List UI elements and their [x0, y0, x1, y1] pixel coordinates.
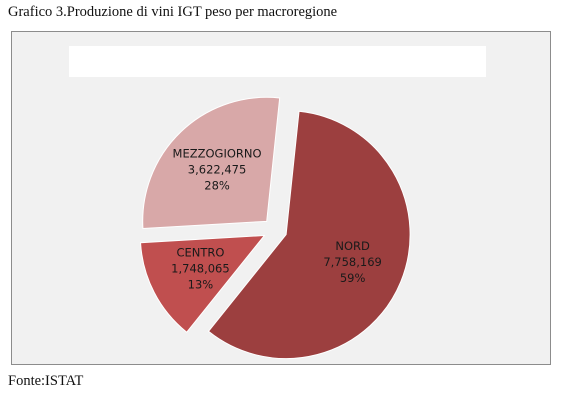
- slice-percent-centro: 13%: [188, 277, 214, 291]
- slice-value-mezzogiorno: 3,622,475: [188, 162, 247, 176]
- slice-label-centro: CENTRO: [176, 245, 224, 259]
- pie-slice-mezzogiorno: [142, 96, 281, 230]
- slice-percent-nord: 59%: [340, 271, 366, 285]
- source-note: Fonte:ISTAT: [8, 373, 84, 389]
- pie-slice-centro: [140, 234, 266, 333]
- slice-value-nord: 7,758,169: [323, 255, 382, 269]
- chart-area: NORD 7,758,169 59% CENTRO 1,748,065 13% MEZZOG…: [11, 31, 551, 365]
- pie-chart: NORD 7,758,169 59% CENTRO 1,748,065 13% MEZZOG…: [140, 96, 411, 360]
- slice-value-centro: 1,748,065: [171, 261, 230, 275]
- chart-caption: Grafico 3.Produzione di vini IGT peso pe…: [8, 4, 338, 20]
- slice-label-nord: NORD: [335, 239, 370, 253]
- chart-title-placeholder: [69, 46, 486, 77]
- slice-percent-mezzogiorno: 28%: [204, 178, 230, 192]
- pie-slice-nord: [207, 110, 411, 360]
- slice-label-mezzogiorno: MEZZOGIORNO: [173, 146, 262, 160]
